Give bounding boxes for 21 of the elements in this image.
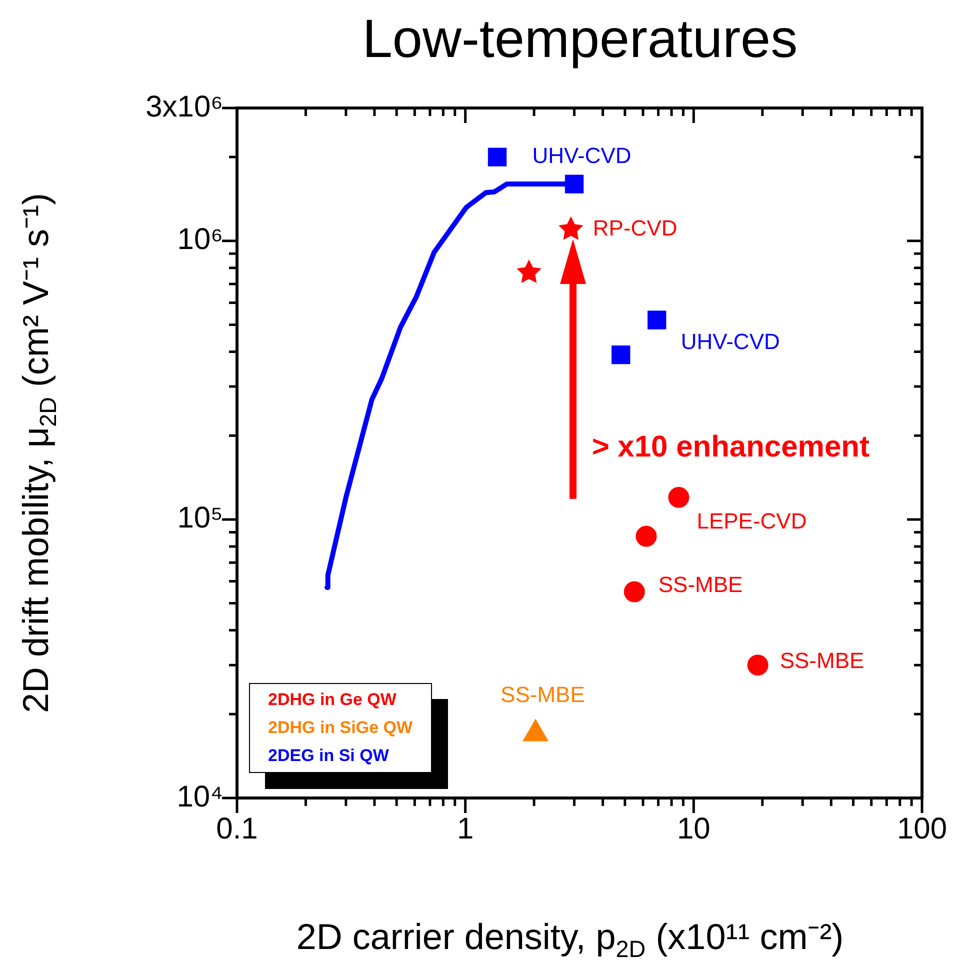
- annotation: > x10 enhancement: [592, 430, 870, 464]
- annotation: SS-MBE: [500, 682, 585, 707]
- annotation: LEPE-CVD: [696, 508, 807, 534]
- annotation: SS-MBE: [780, 648, 864, 674]
- annotation: RP-CVD: [592, 215, 678, 240]
- x-tick-label: 100: [896, 812, 948, 846]
- x-axis-title: 2D carrier density, p$_{2D}$ (x10¹¹ cm⁻²): [295, 915, 845, 964]
- y-tick-label: 10⁶: [177, 223, 223, 256]
- chart-title: Low-temperatures: [361, 8, 799, 71]
- y-tick-label: 3x10⁶: [146, 90, 223, 124]
- x-tick-label: 10: [676, 812, 710, 846]
- x-tick-label: 1: [456, 812, 474, 846]
- y-tick-label: 10⁵: [177, 502, 223, 535]
- annotation: UHV-CVD: [680, 329, 780, 354]
- text: 2DHG in SiGe QW: [268, 717, 413, 739]
- annotation: SS-MBE: [658, 572, 743, 597]
- annotation: UHV-CVD: [532, 143, 632, 168]
- text: 2DEG in Si QW: [268, 745, 390, 767]
- x-tick-label: 0.1: [216, 812, 258, 846]
- y-tick-label: 10⁴: [176, 780, 223, 814]
- text: 2DHG in Ge QW: [268, 689, 398, 711]
